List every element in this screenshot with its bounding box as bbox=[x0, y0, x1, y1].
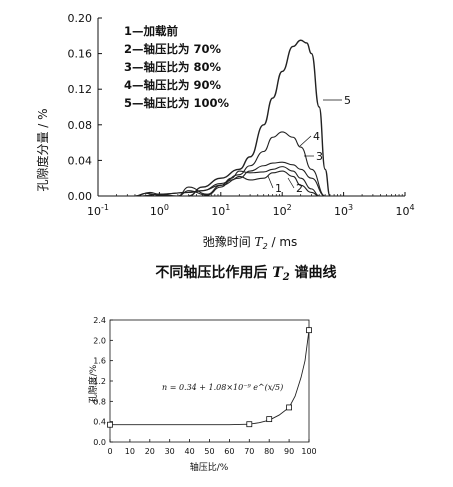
y-tick-label: 0.04 bbox=[68, 154, 93, 167]
curve-label-leader bbox=[267, 175, 274, 189]
data-point bbox=[286, 404, 293, 411]
x-tick-label: 50 bbox=[204, 447, 214, 456]
data-point bbox=[246, 421, 253, 428]
caption-t: T bbox=[272, 265, 284, 281]
x-tick-label: 10-1 bbox=[87, 203, 109, 218]
curve-label-4: 4 bbox=[313, 130, 320, 143]
y-tick-label: 0.20 bbox=[68, 12, 93, 25]
x-tick-label: 30 bbox=[165, 447, 175, 456]
legend: 1—加载前 2—轴压比为 70% 3—轴压比为 80% 4—轴压比为 90% 5—轴压比… bbox=[124, 24, 230, 110]
y-tick-label: 2.4 bbox=[93, 316, 106, 325]
x-axis-label: 弛豫时间 T2 / ms bbox=[203, 235, 298, 251]
figure-caption: 不同轴压比作用后 T2 谱曲线 bbox=[155, 264, 336, 283]
data-point bbox=[266, 416, 273, 423]
x-tick-label: 100 bbox=[301, 447, 316, 456]
y-tick-label: 0.12 bbox=[68, 83, 93, 96]
legend-entry-4: 4—轴压比为 90% bbox=[124, 78, 222, 92]
fit-equation: n = 0.34 + 1.08×10⁻⁹ e^(x/5) bbox=[162, 383, 283, 392]
t2-spectrum-chart: 0.00 0.04 0.08 0.12 0.16 0.20 10-1 100 101 102 103… bbox=[35, 12, 415, 251]
curve-label-leader bbox=[287, 177, 295, 189]
y-tick-label: 1.6 bbox=[93, 357, 106, 366]
x-tick-label: 90 bbox=[284, 447, 294, 456]
series-line-2 bbox=[134, 166, 320, 197]
x-tick-label: 60 bbox=[224, 447, 234, 456]
x-tick-label: 104 bbox=[395, 203, 414, 218]
curve-label-2: 2 bbox=[296, 182, 303, 195]
curve-label-1: 1 bbox=[275, 182, 282, 195]
curve-label-5: 5 bbox=[344, 94, 351, 107]
series-line-4 bbox=[140, 131, 326, 197]
y-tick-label: 0.00 bbox=[68, 190, 93, 203]
curve-label-3: 3 bbox=[316, 150, 323, 163]
x-tick-label: 10 bbox=[125, 447, 135, 456]
x-tick-label: 20 bbox=[145, 447, 155, 456]
y-tick-label: 0.8 bbox=[93, 397, 106, 406]
x-tick-label: 0 bbox=[107, 447, 112, 456]
legend-entry-5: 5—轴压比为 100% bbox=[124, 96, 230, 110]
plot-frame bbox=[109, 319, 310, 443]
x-tick-label: 103 bbox=[334, 203, 353, 218]
y-tick-label: 0.0 bbox=[93, 438, 106, 447]
x-tick-label: 40 bbox=[185, 447, 195, 456]
x-tick-label: 102 bbox=[273, 203, 292, 218]
porosity-vs-axial-ratio-chart: 0.0 0.4 0.8 1.2 1.6 2.0 2.4 0 10 20 30 40 50 60 70 80 90… bbox=[87, 316, 317, 473]
fit-curve bbox=[110, 330, 310, 426]
y-tick-label: 2.0 bbox=[93, 336, 106, 345]
series-line-5 bbox=[188, 39, 331, 197]
y-axis-label-2: 孔隙度/% bbox=[87, 364, 99, 403]
y-tick-label: 0.08 bbox=[68, 119, 93, 132]
x-axis-label-2: 轴压比/% bbox=[190, 461, 229, 473]
y-tick-label: 0.16 bbox=[68, 48, 93, 61]
caption-text-after: 谱曲线 bbox=[290, 264, 337, 281]
y-axis-label: 孔隙度分量 / % bbox=[35, 108, 50, 191]
caption-text-before: 不同轴压比作用后 bbox=[155, 264, 272, 281]
x-tick-label: 100 bbox=[150, 203, 169, 218]
x-tick-label: 70 bbox=[244, 447, 254, 456]
legend-entry-1: 1—加载前 bbox=[124, 24, 179, 38]
data-point bbox=[306, 327, 312, 334]
y-tick-label: 0.4 bbox=[93, 418, 106, 427]
x-tick-label: 101 bbox=[211, 203, 230, 218]
caption-sub: 2 bbox=[282, 272, 290, 283]
legend-entry-2: 2—轴压比为 70% bbox=[124, 42, 222, 56]
data-point bbox=[107, 421, 113, 428]
curve-label-leader bbox=[299, 135, 312, 147]
x-tick-label: 80 bbox=[264, 447, 274, 456]
y-tick-label: 1.2 bbox=[93, 377, 106, 386]
legend-entry-3: 3—轴压比为 80% bbox=[124, 60, 222, 74]
